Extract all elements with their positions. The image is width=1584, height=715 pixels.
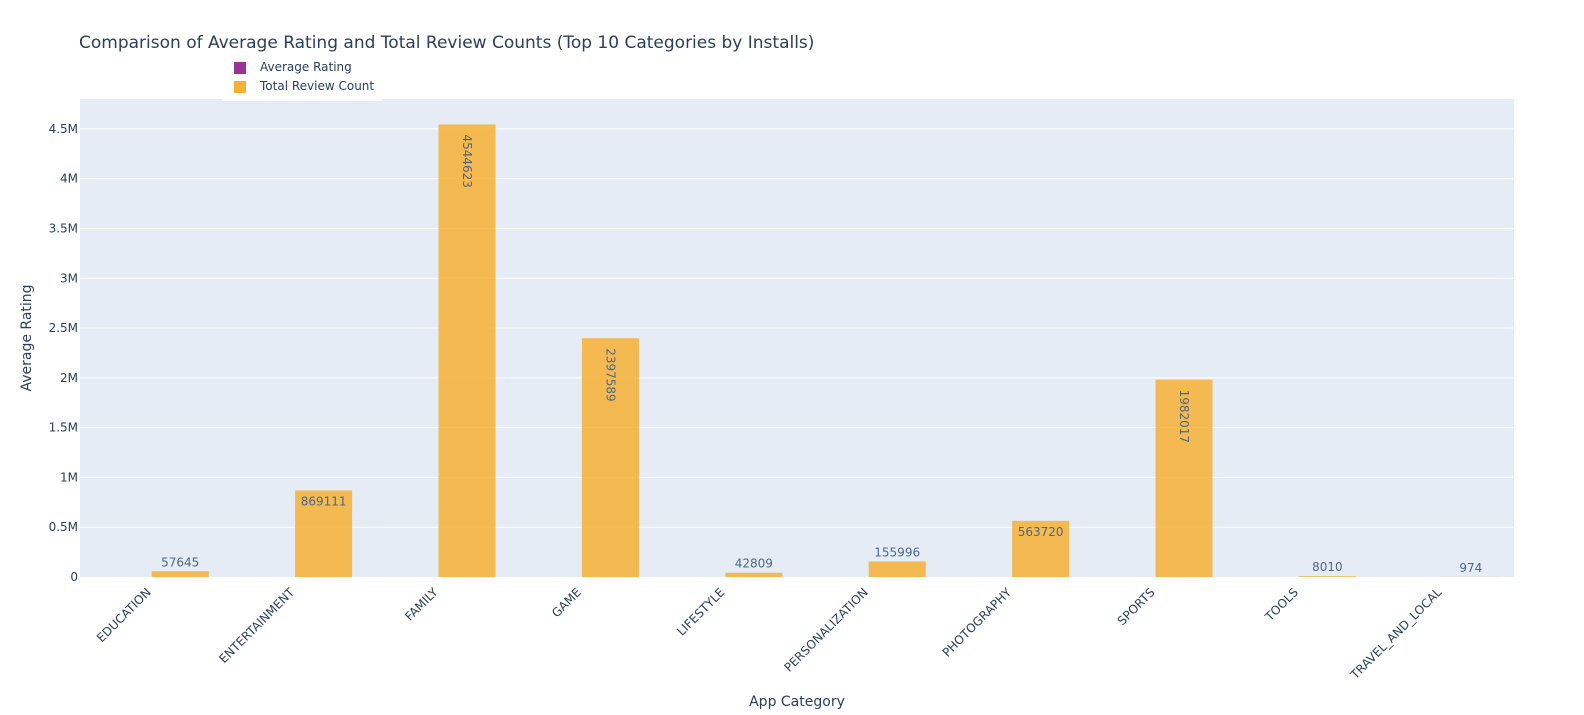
x-tick-label: ENTERTAINMENT [216,585,297,666]
y-axis-ticks: 0 0.5M 1M 1.5M 2M 2.5M 3M 3.5M 4M 4.5M [49,122,78,584]
y-tick-label: 2.5M [49,321,78,335]
y-tick-label: 2M [60,371,78,385]
bar-value-label: 974 [1459,561,1482,575]
bars [93,124,1500,578]
legend-swatch-average-rating [234,62,246,74]
x-tick-label: EDUCATION [94,585,154,645]
x-tick-label: PERSONALIZATION [781,585,870,674]
bar-total-review-count-photography[interactable] [1012,520,1070,577]
y-axis-title: Average Rating [19,284,35,391]
bar-total-review-count-family[interactable] [438,124,496,578]
bar-value-label: 57645 [161,555,199,569]
bar-total-review-count-personalization[interactable] [868,561,926,577]
x-tick-label: FAMILY [402,585,441,624]
y-tick-label: 0 [70,570,78,584]
bar-total-review-count-game[interactable] [581,338,639,577]
x-axis-ticks: EDUCATION ENTERTAINMENT FAMILY GAME LIFESTYL… [94,585,1445,683]
bar-total-review-count-lifestyle[interactable] [725,572,783,577]
bar-value-label: 42809 [735,557,773,571]
bar-total-review-count-sports[interactable] [1155,379,1213,577]
legend: Average Rating Total Review Count [222,57,382,101]
bar-value-label: 8010 [1312,560,1343,574]
chart-title: Comparison of Average Rating and Total R… [79,33,815,53]
x-tick-label: SPORTS [1115,585,1158,628]
legend-swatch-total-review-count [234,81,246,93]
bar-value-label: 563720 [1018,525,1064,539]
bar-value-label: 869111 [301,494,347,508]
x-axis-title: App Category [749,694,845,710]
y-tick-label: 1.5M [49,421,78,435]
bar-value-label: 1982017 [1177,390,1191,443]
x-tick-label: GAME [549,585,584,620]
bar-total-review-count-tools[interactable] [1298,576,1356,577]
bar-value-label: 4544623 [460,134,474,187]
x-tick-label: PHOTOGRAPHY [940,585,1015,660]
y-tick-label: 1M [60,470,78,484]
y-tick-label: 4M [60,172,78,186]
legend-label-total-review-count: Total Review Count [260,79,375,93]
y-tick-label: 4.5M [49,122,78,136]
bar-total-review-count-entertainment[interactable] [295,490,353,577]
bar-labels: 57645 869111 4544623 2397589 42809 155996 5637… [161,134,1482,574]
bar-value-label: 155996 [874,545,920,559]
y-tick-label: 3.5M [49,221,78,235]
y-tick-label: 3M [60,271,78,285]
x-tick-label: LIFESTYLE [674,585,727,638]
x-tick-label: TRAVEL_AND_LOCAL [1347,585,1444,682]
bar-value-label: 2397589 [603,348,617,401]
x-tick-label: TOOLS [1262,585,1301,624]
legend-label-average-rating: Average Rating [260,60,352,74]
y-tick-label: 0.5M [49,520,78,534]
bar-total-review-count-education[interactable] [151,571,209,577]
